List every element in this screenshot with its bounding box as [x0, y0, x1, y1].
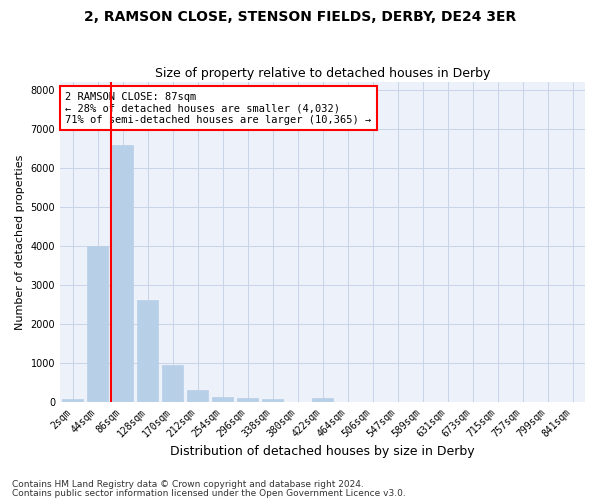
Y-axis label: Number of detached properties: Number of detached properties [15, 154, 25, 330]
Title: Size of property relative to detached houses in Derby: Size of property relative to detached ho… [155, 66, 490, 80]
Bar [112, 144, 133, 402]
Text: Contains public sector information licensed under the Open Government Licence v3: Contains public sector information licen… [12, 488, 406, 498]
Bar [137, 300, 158, 402]
Bar [87, 246, 108, 402]
Bar [62, 399, 83, 402]
Bar [187, 390, 208, 402]
Bar [212, 398, 233, 402]
Text: 2 RAMSON CLOSE: 87sqm
← 28% of detached houses are smaller (4,032)
71% of semi-d: 2 RAMSON CLOSE: 87sqm ← 28% of detached … [65, 92, 371, 125]
Bar [262, 399, 283, 402]
Text: 2, RAMSON CLOSE, STENSON FIELDS, DERBY, DE24 3ER: 2, RAMSON CLOSE, STENSON FIELDS, DERBY, … [84, 10, 516, 24]
Bar [237, 398, 258, 402]
X-axis label: Distribution of detached houses by size in Derby: Distribution of detached houses by size … [170, 444, 475, 458]
Text: Contains HM Land Registry data © Crown copyright and database right 2024.: Contains HM Land Registry data © Crown c… [12, 480, 364, 489]
Bar [162, 364, 183, 402]
Bar [312, 398, 333, 402]
